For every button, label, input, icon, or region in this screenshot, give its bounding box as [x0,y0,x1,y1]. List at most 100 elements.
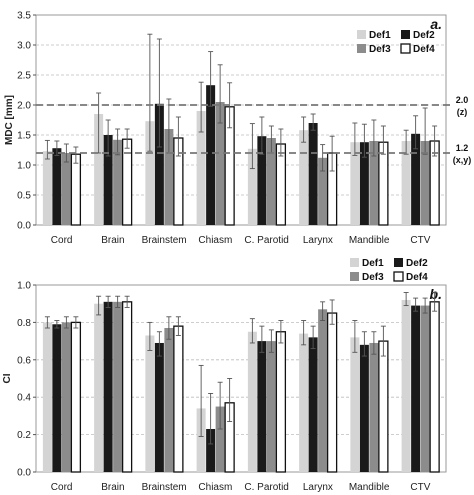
bar-brain-def1 [94,303,104,472]
legend-label-def1: Def1 [369,30,391,41]
x-tick-label-ctv: CTV [410,482,430,493]
bar-ctv-def3 [420,305,430,472]
x-tick-label-brain: Brain [101,235,124,246]
y-tick-label: 0.4 [17,393,31,404]
bar-brainstem-def3 [164,129,174,225]
legend-swatch-def4 [393,271,404,282]
legend-swatch-def4 [400,43,411,54]
bar-brainstem-def2 [154,103,164,225]
bar-brain-def3 [113,139,123,225]
x-tick-label-larynx: Larynx [303,482,333,493]
y-axis-label: CI [2,373,13,383]
y-tick-label: 0.0 [17,468,31,479]
bar-mandible-def4 [378,340,389,473]
bar-c-parotid-def2 [257,136,267,225]
y-axis-label: MDC [mm] [4,95,15,145]
bar-mandible-def1 [350,142,360,225]
legend-swatch-def3 [350,272,359,281]
x-tick-label-chiasm: Chiasm [198,235,232,246]
legend-swatch-def3 [357,44,366,53]
y-tick-label: 3.5 [17,11,31,22]
x-tick-label-c-parotid: C. Parotid [244,482,288,493]
y-tick-label: 0.8 [17,318,31,329]
bar-larynx-def1 [299,333,309,472]
x-tick-label-brain: Brain [101,482,124,493]
bar-chiasm-def2 [206,85,216,225]
x-tick-label-larynx: Larynx [303,235,333,246]
bar-cord-def4 [70,321,82,473]
bar-c-parotid-def1 [247,331,257,472]
legend-swatch-def2 [401,30,410,39]
legend-label-def3: Def3 [362,272,384,283]
y-tick-label: 2.5 [17,71,31,82]
bar-ctv-def1 [401,299,411,472]
x-tick-label-chiasm: Chiasm [198,482,232,493]
bar-ctv-def1 [401,141,411,225]
bar-larynx-def2 [308,337,318,472]
bar-ctv-def2 [411,133,421,225]
bar-brain-def3 [113,301,123,472]
reference-line-sublabel: (z) [457,107,468,117]
bar-mandible-def3 [369,141,379,225]
bar-larynx-def2 [308,123,318,225]
bar-brain-def1 [94,114,104,225]
bar-chiasm-def1 [196,111,206,225]
bar-cord-def1 [42,151,52,225]
bar-ctv-def4 [429,301,440,473]
bar-chiasm-def3 [215,102,225,225]
bar-cord-def2 [52,148,62,225]
legend: Def1 Def2 Def3 Def4 [357,30,435,55]
bar-c-parotid-def2 [257,341,267,472]
bar-cord-def1 [42,322,52,472]
legend-swatch-def2 [394,258,403,267]
y-tick-label: 1.0 [17,281,31,292]
bar-larynx-def1 [299,130,309,225]
legend-label-def2: Def2 [413,30,435,41]
y-tick-label: 0.0 [17,221,31,232]
panel-label: b. [430,286,442,302]
chart-panel-b: 0.0 0.2 0.4 0.6 0.8 1.0 CI b. Cord Brain Brainstem… [2,258,447,493]
bar-chiasm-def1 [196,408,206,472]
bar-cord-def4 [70,153,82,226]
bar-brainstem-def1 [145,121,155,225]
y-tick-label: 1.0 [17,161,31,172]
bar-cord-def3 [61,322,71,472]
y-tick-label: 3.0 [17,41,31,52]
bar-c-parotid-def1 [247,148,257,225]
x-tick-label-c-parotid: C. Parotid [244,235,288,246]
y-tick-label: 2.0 [17,101,31,112]
bar-brainstem-def3 [164,328,174,472]
bar-brain-def4 [121,138,133,226]
legend-label-def3: Def3 [369,44,391,55]
x-tick-label-mandible: Mandible [349,235,390,246]
bar-mandible-def2 [359,142,369,225]
x-tick-label-brainstem: Brainstem [142,235,187,246]
bar-brainstem-def4 [173,325,184,473]
y-tick-label: 0.5 [17,191,31,202]
bar-c-parotid-def3 [266,341,276,472]
bar-brainstem-def1 [145,335,155,472]
x-tick-label-cord: Cord [51,235,73,246]
y-tick-label: 0.6 [17,355,31,366]
bar-mandible-def1 [350,337,360,472]
bar-mandible-def3 [369,342,379,472]
legend-label-def4: Def4 [413,44,435,55]
reference-line-sublabel: (x,y) [453,155,472,165]
y-tick-label: 1.5 [17,131,31,142]
bar-brain-def4 [121,301,133,473]
x-tick-label-brainstem: Brainstem [142,482,187,493]
bar-mandible-def2 [359,344,369,472]
bar-brain-def2 [103,135,113,225]
chart-panel-a: 0.0 0.5 1.0 1.5 2.0 2.5 3.0 3.5 MDC [mm] a. Cord Br… [4,11,471,247]
bar-larynx-def3 [318,309,328,472]
bar-larynx-def4 [326,312,338,473]
bar-cord-def2 [52,324,62,472]
x-tick-label-cord: Cord [51,482,73,493]
bar-chiasm-def2 [206,428,216,472]
bar-chiasm-def3 [215,406,225,472]
bar-brain-def2 [103,301,113,472]
reference-line-label: 1.2 [456,143,469,153]
bar-ctv-def2 [411,305,421,472]
reference-line-label: 2.0 [456,95,469,105]
